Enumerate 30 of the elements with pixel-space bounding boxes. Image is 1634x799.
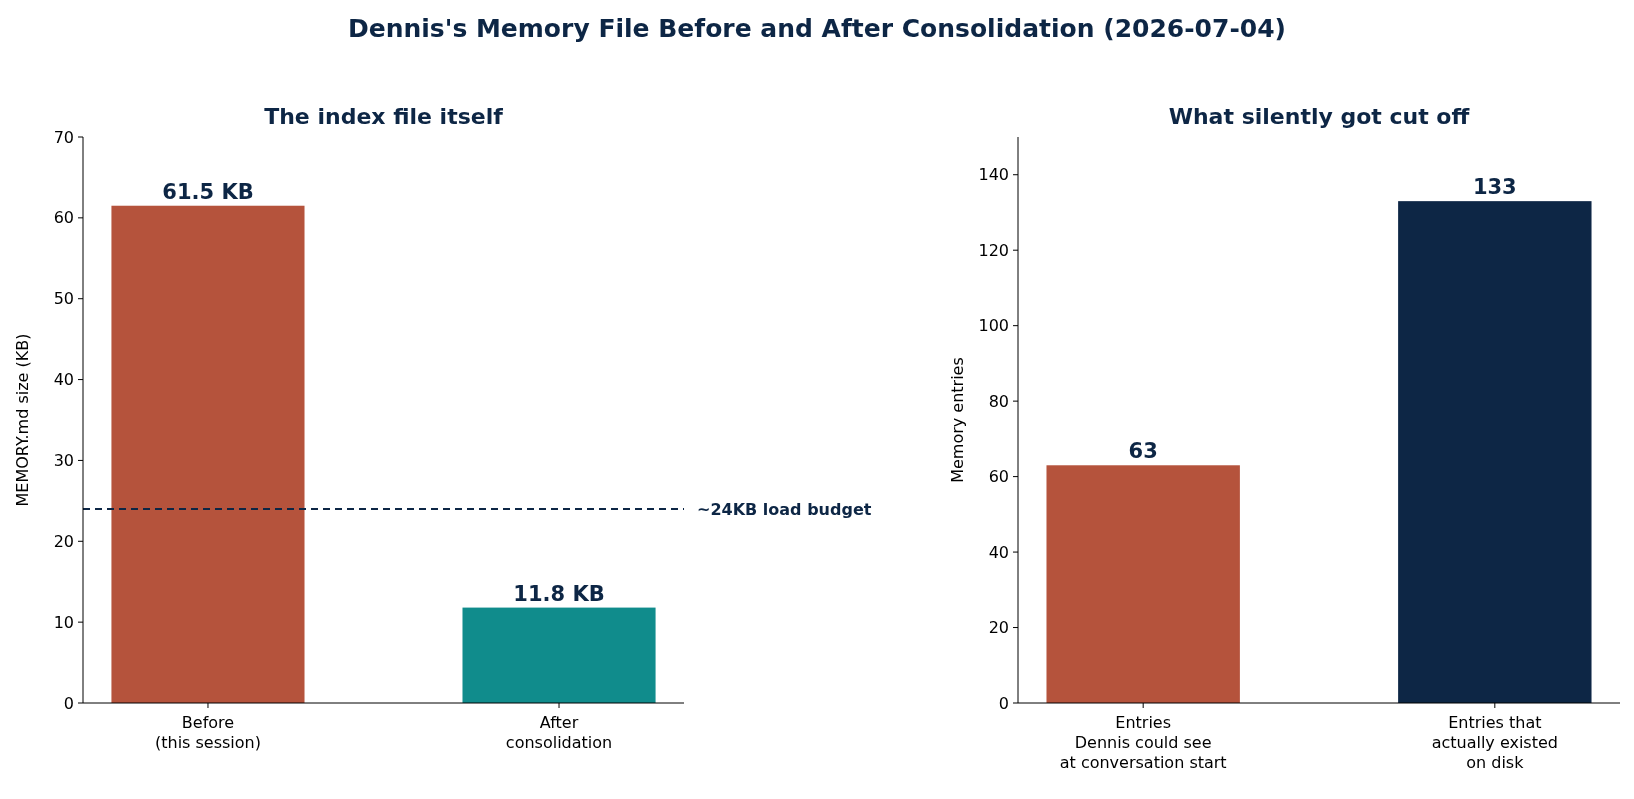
y-tick-label: 40 xyxy=(988,542,1009,562)
y-tick-label: 60 xyxy=(988,467,1009,487)
x-tick-label: After consolidation xyxy=(505,713,613,752)
y-tick-label: 60 xyxy=(53,208,74,228)
data-label: 133 xyxy=(1472,175,1517,200)
y-tick-label: 20 xyxy=(988,618,1009,638)
y-tick-label: 10 xyxy=(53,612,74,632)
y-tick-label: 0 xyxy=(998,693,1009,713)
ref-line-label: ~24KB load budget xyxy=(697,499,872,519)
y-tick-label: 20 xyxy=(53,531,74,551)
chart-title: The index file itself xyxy=(264,104,504,129)
y-tick-label: 120 xyxy=(978,240,1009,260)
y-tick-label: 0 xyxy=(63,693,74,713)
y-tick-label: 100 xyxy=(978,316,1009,336)
y-tick-label: 30 xyxy=(53,451,74,471)
data-label: 11.8 KB xyxy=(513,581,605,606)
y-tick-label: 50 xyxy=(53,289,74,309)
x-tick-label: Entries Dennis could see at conversation start xyxy=(1059,713,1227,772)
chart-title: What silently got cut off xyxy=(1168,104,1471,129)
y-tick-label: 80 xyxy=(988,391,1009,411)
y-tick-label: 70 xyxy=(53,127,74,147)
x-tick-label: Before (this session) xyxy=(154,713,261,752)
data-label: 61.5 KB xyxy=(162,179,254,204)
y-axis-title: MEMORY.md size (KB) xyxy=(13,333,32,507)
x-tick-label: Entries that actually existed on disk xyxy=(1431,713,1558,772)
text: Dennis's Memory File Before and After Consolidation (2026-07-04) xyxy=(348,14,1286,43)
y-axis-title: Memory entries xyxy=(948,357,967,483)
y-tick-label: 40 xyxy=(53,370,74,390)
data-label: 63 xyxy=(1128,439,1158,464)
y-tick-label: 140 xyxy=(978,165,1009,185)
